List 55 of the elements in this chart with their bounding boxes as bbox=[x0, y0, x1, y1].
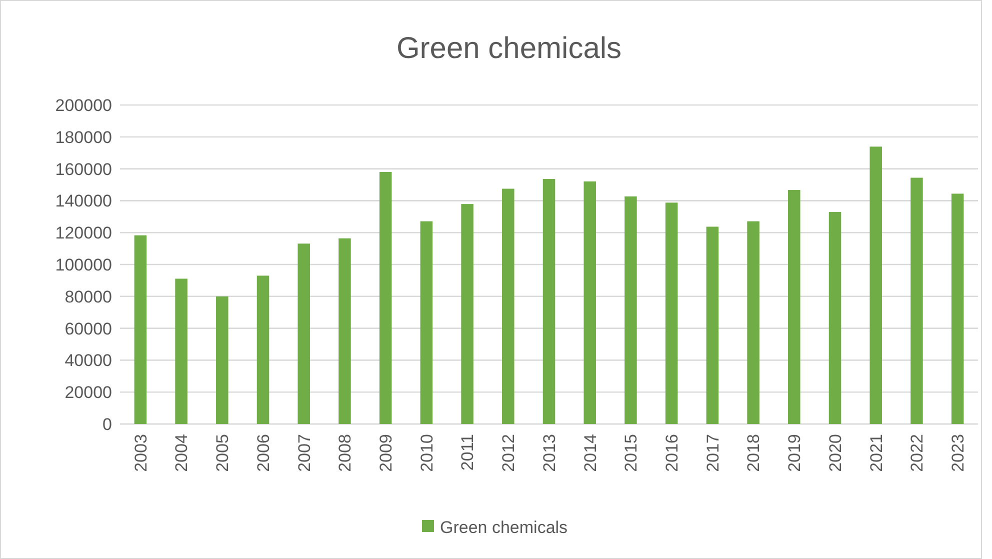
bar bbox=[665, 202, 678, 424]
x-tick-label: 2006 bbox=[254, 434, 273, 472]
bar bbox=[502, 188, 514, 424]
x-tick-label: 2004 bbox=[172, 434, 192, 472]
x-tick-label: 2003 bbox=[131, 434, 150, 472]
y-tick-label: 100000 bbox=[55, 255, 112, 274]
bar bbox=[256, 276, 270, 424]
x-tick-label: 2010 bbox=[417, 434, 436, 472]
x-tick-label: 2021 bbox=[866, 434, 886, 472]
x-tick-label: 2017 bbox=[703, 434, 722, 472]
x-tick-label: 2018 bbox=[744, 434, 764, 472]
x-tick-label: 2014 bbox=[580, 434, 600, 472]
bar bbox=[216, 296, 228, 424]
y-tick-label: 200000 bbox=[55, 96, 112, 115]
bar bbox=[747, 221, 760, 424]
bar bbox=[788, 190, 800, 424]
bar bbox=[706, 226, 719, 424]
y-tick-label: 180000 bbox=[55, 128, 112, 147]
bar bbox=[542, 179, 556, 424]
y-tick-label: 80000 bbox=[64, 287, 112, 306]
x-tick-label: 2015 bbox=[622, 434, 641, 472]
bar bbox=[338, 238, 351, 424]
y-tick-label: 140000 bbox=[55, 192, 112, 211]
bar bbox=[828, 212, 842, 424]
x-tick-label: 2012 bbox=[499, 434, 518, 472]
x-tick-label: 2005 bbox=[213, 434, 232, 472]
legend-label: Green chemicals bbox=[440, 518, 568, 537]
bar bbox=[951, 194, 964, 424]
x-tick-label: 2008 bbox=[336, 434, 355, 472]
y-tick-label: 60000 bbox=[64, 319, 112, 338]
bar bbox=[910, 178, 923, 424]
x-tick-label: 2007 bbox=[294, 434, 314, 472]
y-tick-label: 20000 bbox=[64, 383, 112, 402]
bar bbox=[624, 196, 637, 424]
x-tick-label: 2009 bbox=[376, 434, 396, 472]
x-tick-label: 2011 bbox=[458, 434, 478, 471]
bar bbox=[175, 278, 188, 424]
bar bbox=[584, 181, 596, 424]
x-tick-label: 2020 bbox=[826, 434, 845, 472]
y-tick-label: 160000 bbox=[55, 160, 112, 179]
x-tick-label: 2022 bbox=[908, 434, 927, 472]
chart-title: Green chemicals bbox=[396, 32, 622, 65]
y-tick-label: 0 bbox=[102, 414, 112, 434]
bar bbox=[420, 221, 433, 424]
x-tick-label: 2023 bbox=[948, 434, 968, 472]
bar bbox=[379, 172, 392, 424]
y-tick-label: 40000 bbox=[64, 351, 112, 370]
bar bbox=[134, 235, 147, 424]
x-tick-label: 2013 bbox=[540, 434, 559, 472]
y-tick-label: 120000 bbox=[55, 224, 112, 243]
x-tick-label: 2019 bbox=[785, 434, 804, 472]
bar bbox=[298, 244, 310, 424]
bar bbox=[870, 146, 882, 424]
x-tick-label: 2016 bbox=[662, 434, 682, 472]
bar bbox=[461, 204, 474, 424]
